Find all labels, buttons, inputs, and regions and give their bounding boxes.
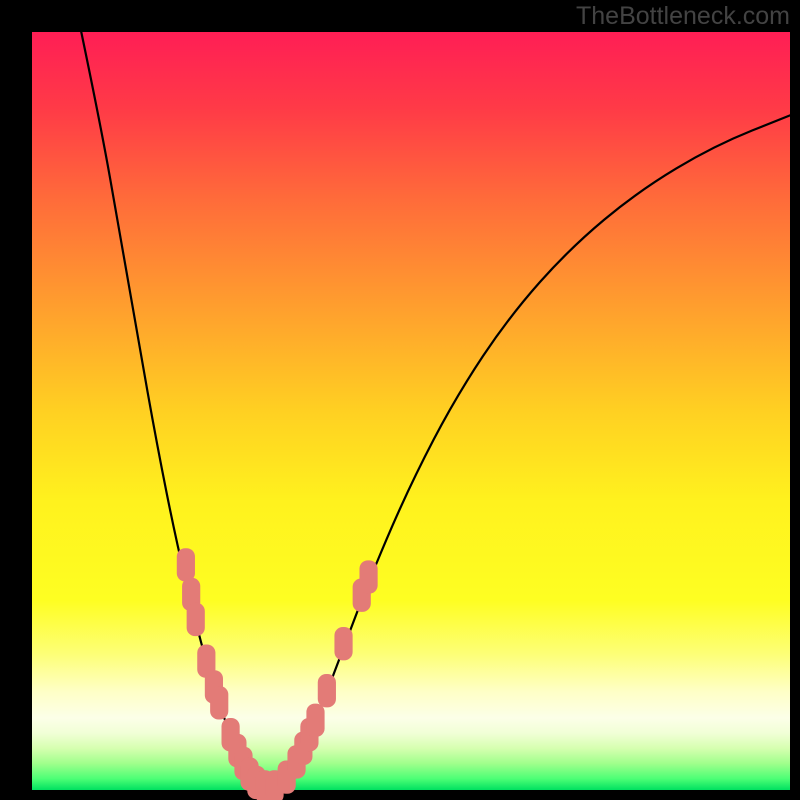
- data-marker: [334, 627, 352, 660]
- chart-svg: [32, 32, 790, 790]
- watermark-text: TheBottleneck.com: [576, 2, 790, 31]
- marker-group: [177, 548, 378, 800]
- plot-area: [32, 32, 790, 790]
- data-marker: [187, 603, 205, 636]
- data-marker: [306, 704, 324, 737]
- curve-right-branch: [269, 115, 790, 789]
- chart-frame: TheBottleneck.com: [0, 0, 800, 800]
- curve-left-branch: [81, 32, 269, 789]
- data-marker: [177, 548, 195, 581]
- data-marker: [318, 674, 336, 707]
- data-marker: [359, 560, 377, 593]
- data-marker: [210, 686, 228, 719]
